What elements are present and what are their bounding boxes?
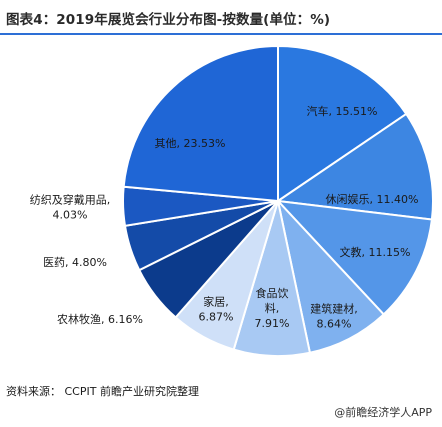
slice-label-1: 汽车, 15.51%: [307, 104, 378, 118]
pie-slice-10: [122, 44, 279, 203]
slice-label-8: 医药, 4.80%: [43, 256, 107, 269]
slice-label-5: 食品饮料, 7.91%: [255, 286, 290, 330]
chart-title: 图表4：2019年展览会行业分布图-按数量(单位：%): [6, 12, 331, 28]
source-note: 资料来源： CCPIT 前瞻产业研究院整理: [6, 385, 199, 398]
slice-label-3: 文教, 11.15%: [340, 245, 411, 259]
title-divider: [0, 33, 442, 35]
pie-slice-3: [275, 199, 434, 316]
brand-watermark: @前瞻经济学人APP: [334, 406, 432, 419]
pie-slice-1: [277, 44, 408, 203]
slice-label-10: 其他, 23.53%: [155, 137, 226, 150]
slice-label-6: 家居, 6.87%: [199, 295, 234, 324]
pie-slice-2: [275, 112, 434, 221]
slice-label-4: 建筑建材, 8.64%: [310, 302, 358, 331]
slice-label-2: 休闲娱乐, 11.40%: [326, 192, 419, 206]
pie-chart: 汽车, 15.51% 休闲娱乐, 11.40% 文教, 11.15% 建筑建材, 8.6…: [30, 44, 434, 357]
pie-slice-4: [276, 197, 386, 354]
slice-label-9: 纺织及穿戴用品, 4.03%: [30, 193, 111, 222]
slice-label-7: 农林牧渔, 6.16%: [57, 312, 143, 326]
